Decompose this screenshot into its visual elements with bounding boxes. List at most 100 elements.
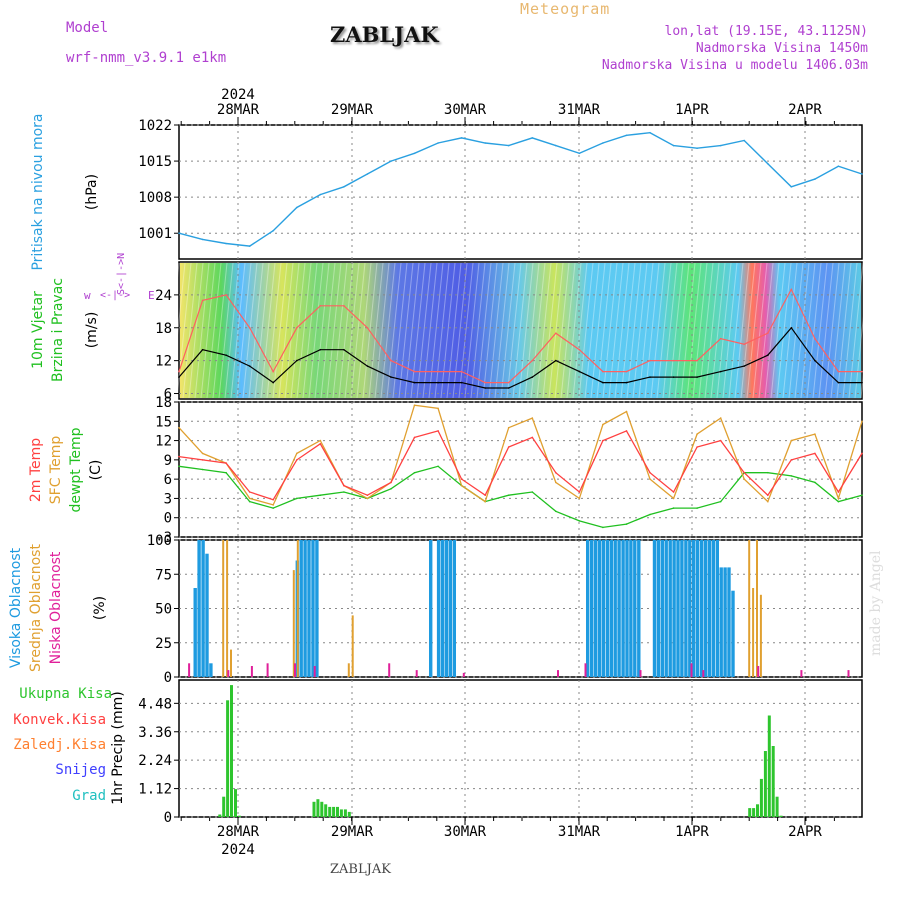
model-name: wrf-nmm_v3.9.1 e1km bbox=[66, 50, 227, 66]
cloud-bar bbox=[613, 540, 617, 677]
wind-speed-line-point bbox=[437, 381, 439, 384]
cloud-bar bbox=[680, 540, 684, 677]
cloud-bar bbox=[756, 540, 758, 677]
gust-line-point bbox=[296, 327, 298, 329]
dewpt-line-point bbox=[649, 513, 651, 516]
dewpt-line-point bbox=[296, 497, 298, 500]
year-label-bottom: 2024 bbox=[221, 842, 255, 858]
y-tick-label: 25 bbox=[155, 636, 172, 652]
y-tick-label: 75 bbox=[155, 567, 172, 583]
t2m-line-point bbox=[319, 443, 322, 445]
panel-frame bbox=[178, 261, 863, 400]
precip-legend-0: Ukupna Kisa bbox=[19, 686, 112, 702]
wind-dir-w: w bbox=[84, 289, 91, 302]
t2m-line-point bbox=[649, 471, 651, 474]
t2m-line-point bbox=[201, 459, 204, 461]
wind-speed-line-point bbox=[837, 381, 840, 384]
pressure-line-point bbox=[484, 142, 487, 144]
gust-line-point bbox=[225, 294, 227, 296]
dewpt-line-point bbox=[767, 471, 769, 474]
gust-line-point bbox=[861, 370, 863, 373]
wind-speed-line-point bbox=[578, 370, 581, 373]
sfc-temp-line-point bbox=[814, 433, 816, 435]
cloud-bar bbox=[266, 663, 269, 677]
wind-speed-line bbox=[178, 326, 862, 389]
dewpt-line-point bbox=[861, 494, 863, 497]
dewpt-line-point bbox=[390, 488, 392, 490]
pressure-line-point bbox=[555, 144, 557, 147]
gust-line-point bbox=[602, 370, 604, 373]
wind-speed-line-point bbox=[696, 376, 698, 378]
t2m-line-point bbox=[814, 452, 816, 455]
sfc-temp-line-point bbox=[178, 426, 180, 429]
dewpt-line-point bbox=[178, 465, 180, 468]
cloud-bar bbox=[429, 540, 433, 677]
cloud-bar bbox=[197, 540, 201, 677]
cloud-bar bbox=[557, 670, 559, 677]
svg-text:<-|->: <-|-> bbox=[100, 290, 130, 301]
cloud-bar bbox=[605, 540, 610, 677]
cloud-unit: (%) bbox=[92, 596, 108, 620]
cloud-bar bbox=[230, 649, 232, 677]
dewpt-line-point bbox=[555, 510, 557, 513]
t2m-line-point bbox=[296, 459, 298, 461]
pressure-line-point bbox=[201, 238, 204, 241]
precip-bar bbox=[756, 804, 759, 817]
dewpt-line-point bbox=[413, 471, 416, 474]
wind-speed-line-point bbox=[814, 359, 816, 362]
wind-speed-line-point bbox=[861, 381, 863, 384]
t2m-line-point bbox=[672, 491, 675, 493]
gust-line-point bbox=[790, 288, 793, 291]
model-elevation-label: Nadmorska Visina u modelu 1406.03m bbox=[601, 58, 868, 73]
pressure-line-point bbox=[578, 152, 581, 155]
wind-speed-line-point bbox=[767, 354, 769, 357]
cloud-bar bbox=[303, 540, 307, 677]
dewpt-line-point bbox=[602, 526, 604, 529]
pressure-line-point bbox=[837, 165, 840, 167]
cloud-bar bbox=[748, 540, 751, 677]
y-tick-label: 12 bbox=[155, 434, 172, 450]
cloud-bar bbox=[299, 540, 303, 677]
cloud-bar bbox=[637, 540, 641, 677]
pressure-line-point bbox=[625, 134, 628, 137]
precip-bar bbox=[752, 808, 756, 817]
cloud-bar bbox=[684, 540, 688, 677]
dewpt-line-point bbox=[531, 491, 534, 493]
wind-speed-line-point bbox=[507, 387, 510, 389]
pressure-line-point bbox=[319, 193, 322, 196]
cloud-bar bbox=[672, 540, 676, 677]
gust-line-point bbox=[319, 305, 322, 307]
sfc-temp-line-point bbox=[531, 417, 534, 419]
elevation-label: Nadmorska Visina 1450m bbox=[695, 41, 868, 56]
precip-bar bbox=[320, 801, 324, 817]
day-label-bottom: 31MAR bbox=[558, 824, 601, 840]
pressure-line bbox=[178, 131, 863, 247]
y-tick-label: 1001 bbox=[138, 226, 172, 242]
t2m-line-point bbox=[460, 478, 463, 480]
sfc-temp-line-point bbox=[437, 407, 439, 410]
cloud-bar bbox=[351, 615, 354, 677]
pressure-line-point bbox=[719, 144, 722, 147]
t2m-line-point bbox=[507, 446, 510, 448]
t2m-line-point bbox=[719, 439, 722, 442]
gust-line-point bbox=[178, 370, 180, 373]
y-tick-label: 18 bbox=[155, 321, 172, 337]
gust-line-point bbox=[531, 359, 534, 362]
pressure-line-point bbox=[696, 147, 698, 149]
cloud-bar bbox=[294, 663, 296, 677]
cloud-bar bbox=[668, 540, 672, 677]
y-tick-label: 18 bbox=[155, 395, 172, 411]
gust-line-point bbox=[460, 370, 463, 373]
cloud-bar bbox=[227, 670, 230, 677]
pressure-line-point bbox=[413, 152, 416, 155]
precip-unit: 1hr Precip (mm) bbox=[110, 691, 126, 804]
pressure-line-point bbox=[390, 160, 392, 162]
dewpt-line-point bbox=[319, 494, 322, 497]
precip-bar bbox=[779, 815, 783, 817]
cloud-bar bbox=[292, 570, 295, 677]
precip-bar bbox=[234, 789, 237, 817]
precip-bar bbox=[230, 685, 233, 817]
wind-barb-field bbox=[180, 263, 861, 398]
lonlat-label: lon,lat (19.15E, 43.1125N) bbox=[664, 24, 869, 39]
cloud-bar bbox=[415, 670, 418, 677]
